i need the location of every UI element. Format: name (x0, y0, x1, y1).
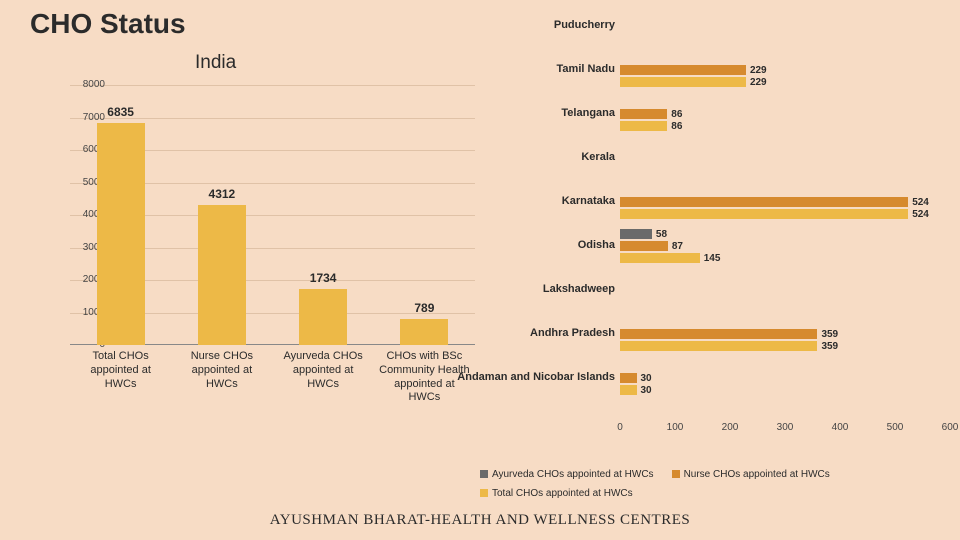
india-bar (97, 123, 145, 345)
india-category-label: Total CHOs appointed at HWCs (73, 350, 168, 391)
state-bars: 8686 (620, 97, 950, 133)
states-xtick: 0 (617, 422, 623, 433)
state-row: Telangana8686 (495, 93, 955, 137)
india-bar-value: 6835 (91, 105, 151, 119)
state-series-bar (620, 373, 637, 383)
state-label: Karnataka (410, 195, 615, 207)
state-label: Odisha (410, 239, 615, 251)
state-series-bar (620, 229, 652, 239)
state-bars: 3030 (620, 361, 950, 397)
india-category-label: Ayurveda CHOs appointed at HWCs (276, 350, 371, 391)
state-row: Andhra Pradesh359359 (495, 313, 955, 357)
state-row: Andaman and Nicobar Islands3030 (495, 357, 955, 401)
state-label: Telangana (410, 107, 615, 119)
legend-item: Nurse CHOs appointed at HWCs (672, 465, 830, 484)
state-series-bar (620, 121, 667, 131)
states-x-axis: 0 100 200 300 400 500 600 (620, 422, 960, 436)
state-series-bar (620, 329, 817, 339)
india-bar-value: 789 (394, 301, 454, 315)
state-row: Karnataka524524 (495, 181, 955, 225)
state-bars (620, 273, 950, 309)
states-xtick: 300 (777, 422, 794, 433)
footer-text: AYUSHMAN BHARAT-HEALTH AND WELLNESS CENT… (0, 512, 960, 529)
state-series-bar (620, 385, 637, 395)
state-bars: 58 87 145 (620, 229, 950, 265)
state-series-value: 359 (821, 341, 838, 352)
legend-label: Ayurveda CHOs appointed at HWCs (492, 469, 654, 480)
legend-item: Ayurveda CHOs appointed at HWCs (480, 465, 654, 484)
legend-swatch (480, 470, 488, 478)
states-xtick: 400 (832, 422, 849, 433)
states-xtick: 600 (942, 422, 959, 433)
state-series-value: 86 (671, 121, 682, 132)
state-label: Kerala (410, 151, 615, 163)
state-label: Lakshadweep (410, 283, 615, 295)
india-bar-chart: 0100020003000400050006000700080006835Tot… (30, 85, 475, 390)
states-xtick: 100 (667, 422, 684, 433)
india-bar (299, 289, 347, 345)
state-series-bar (620, 109, 667, 119)
state-bars: 229229 (620, 53, 950, 89)
state-series-bar (620, 209, 908, 219)
state-bars: 359359 (620, 317, 950, 353)
state-label: Puducherry (410, 19, 615, 31)
state-series-value: 87 (672, 241, 683, 252)
india-chart-title: India (195, 52, 236, 74)
state-series-bar (620, 65, 746, 75)
state-row: Kerala (495, 137, 955, 181)
india-category-label: Nurse CHOs appointed at HWCs (174, 350, 269, 391)
state-series-value: 58 (656, 229, 667, 240)
states-bar-chart: PuducherryTamil Nadu229229Telangana8686K… (495, 5, 955, 460)
state-series-value: 229 (750, 65, 767, 76)
state-row: Puducherry (495, 5, 955, 49)
state-series-value: 30 (641, 385, 652, 396)
states-legend: Ayurveda CHOs appointed at HWCs Nurse CHO… (480, 465, 950, 503)
state-bars: 524524 (620, 185, 950, 221)
state-bars (620, 141, 950, 177)
state-label: Andaman and Nicobar Islands (410, 371, 615, 383)
legend-item: Total CHOs appointed at HWCs (480, 484, 633, 503)
state-series-value: 359 (821, 329, 838, 340)
india-bar (198, 205, 246, 345)
india-ytick-label: 8000 (71, 79, 105, 90)
state-bars (620, 9, 950, 45)
state-label: Andhra Pradesh (410, 327, 615, 339)
state-series-bar (620, 197, 908, 207)
legend-label: Total CHOs appointed at HWCs (492, 488, 633, 499)
page-title: CHO Status (30, 8, 186, 40)
state-series-bar (620, 241, 668, 251)
state-label: Tamil Nadu (410, 63, 615, 75)
state-series-value: 86 (671, 109, 682, 120)
states-xtick: 500 (887, 422, 904, 433)
state-series-bar (620, 77, 746, 87)
india-bar-value: 1734 (293, 271, 353, 285)
state-series-value: 30 (641, 373, 652, 384)
legend-swatch (672, 470, 680, 478)
states-xtick: 200 (722, 422, 739, 433)
state-row: Lakshadweep (495, 269, 955, 313)
legend-label: Nurse CHOs appointed at HWCs (684, 469, 830, 480)
state-series-value: 145 (704, 253, 721, 264)
state-series-bar (620, 341, 817, 351)
legend-swatch (480, 489, 488, 497)
india-bar-value: 4312 (192, 187, 252, 201)
state-series-value: 229 (750, 77, 767, 88)
state-series-bar (620, 253, 700, 263)
state-row: Odisha5887145 (495, 225, 955, 269)
state-row: Tamil Nadu229229 (495, 49, 955, 93)
india-gridline (70, 85, 475, 86)
state-series-value: 524 (912, 209, 929, 220)
state-series-value: 524 (912, 197, 929, 208)
